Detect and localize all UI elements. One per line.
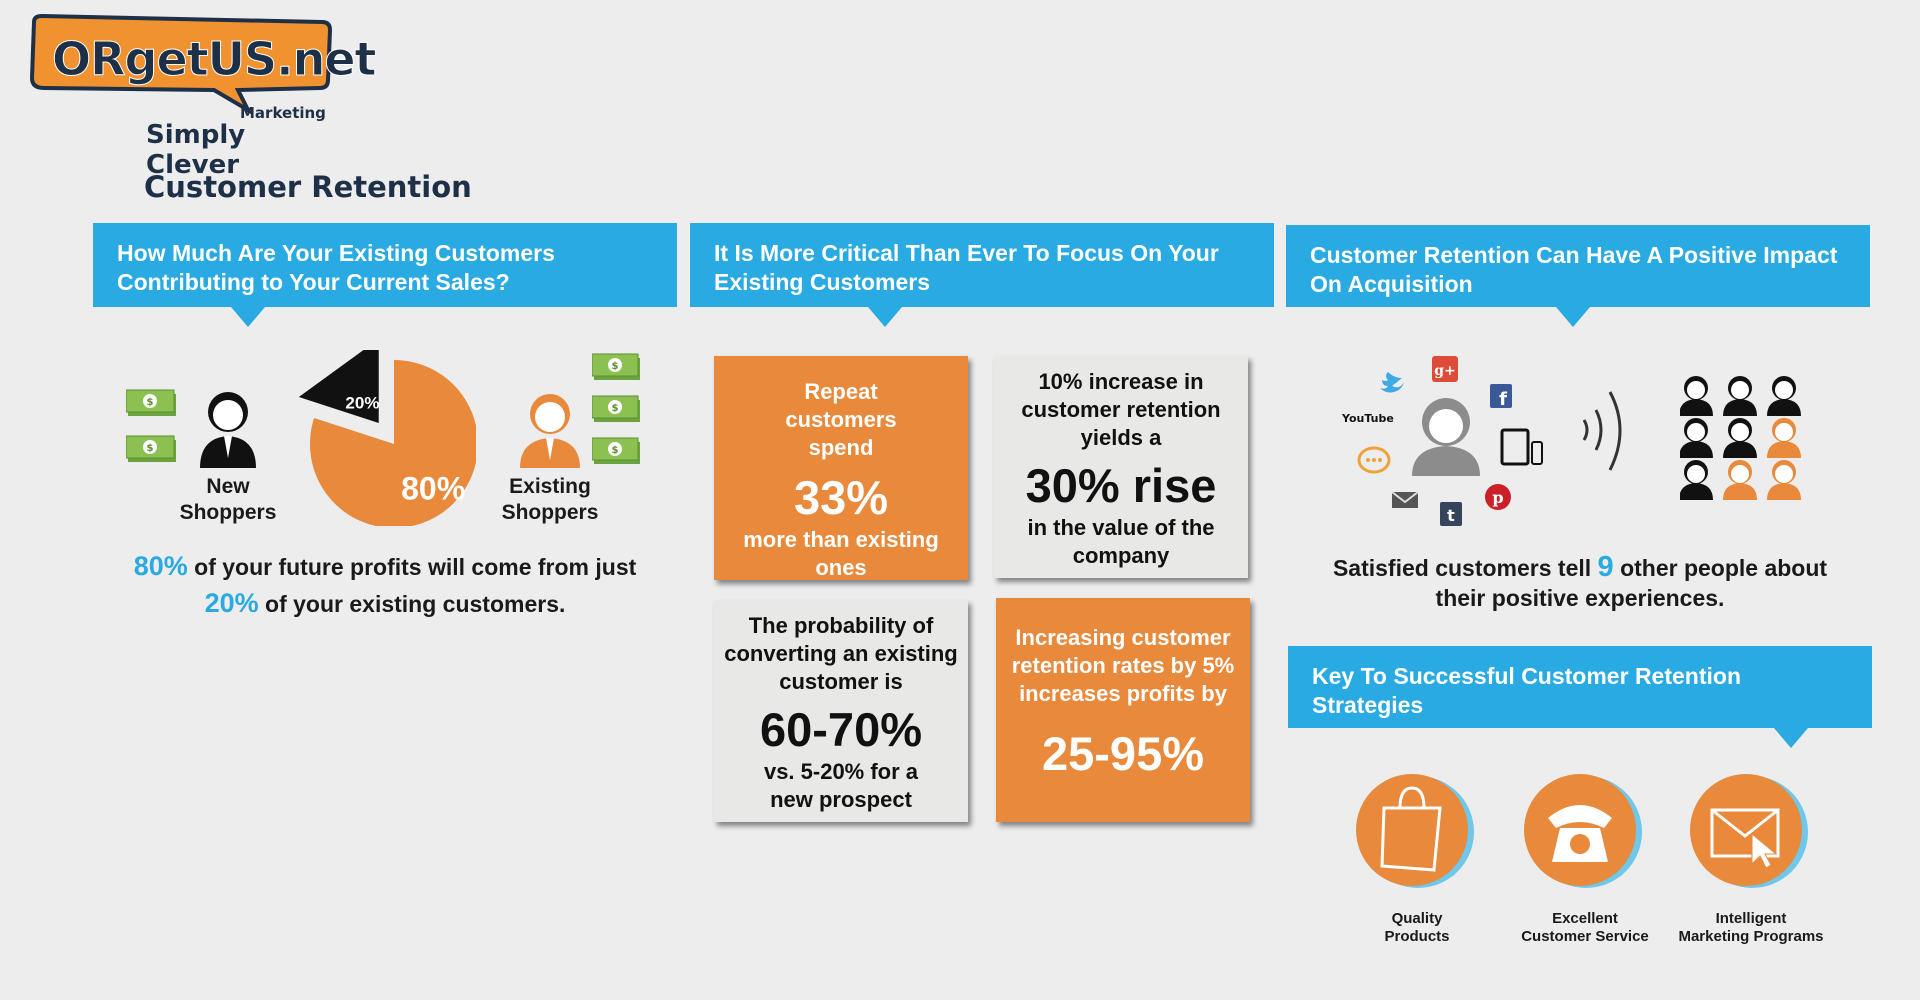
page-title: Customer Retention — [144, 170, 472, 204]
section-header-existing-customers: How Much Are Your Existing Customers Con… — [93, 223, 677, 327]
crowd-person-icon — [1680, 418, 1713, 458]
stat-box-retention-value-number: 30% rise — [1025, 459, 1217, 512]
section-header-key-strategies: Key To Successful Customer Retention Str… — [1288, 646, 1872, 748]
referral-line2: their positive experiences. — [1435, 585, 1725, 611]
youtube-text: YouTube — [1341, 412, 1394, 425]
stat-box-repeat-bottom: more than existing ones — [743, 527, 939, 580]
existing-shoppers-label: Existing Shoppers — [488, 474, 612, 526]
crowd-person-icon — [1723, 418, 1757, 458]
strategy-marketing-line2: Marketing Programs — [1678, 928, 1824, 945]
strategy-service-line1: Excellent — [1552, 910, 1618, 927]
facebook-icon: f — [1490, 384, 1512, 410]
stat-20-value: 20% — [204, 588, 259, 618]
section-header-acquisition: Customer Retention Can Have A Positive I… — [1286, 225, 1870, 327]
google-plus-icon: g+ — [1432, 356, 1458, 382]
mail-icon — [1391, 491, 1419, 508]
pie-label-0: 20% — [345, 393, 379, 412]
existing-shoppers-line2: Shoppers — [501, 501, 599, 524]
svg-text:$: $ — [147, 443, 154, 454]
crowd-person-icon — [1680, 460, 1713, 500]
stat-80-value: 80% — [133, 551, 188, 581]
money-stack-icon: $ $ — [126, 389, 176, 462]
customer-crowd-icon — [1680, 376, 1801, 500]
stat-box-conversion: The probability of converting an existin… — [714, 600, 968, 822]
pinterest-icon: p — [1485, 484, 1511, 510]
new-shoppers-line2: Shoppers — [179, 501, 277, 524]
referral-statistic: Satisfied customers tell 9 other people … — [1290, 552, 1870, 613]
svg-text:f: f — [1499, 389, 1507, 410]
youtube-icon: YouTube — [1341, 412, 1394, 425]
svg-text:g+: g+ — [1434, 363, 1456, 379]
logo-bubble-icon — [29, 14, 333, 114]
stat-box-retention-bottom: in the value of the company — [1027, 515, 1215, 568]
stat-box-conversion-bottom: vs. 5-20% for a new prospect — [763, 759, 919, 812]
crowd-person-icon — [1723, 460, 1757, 500]
strategy-service-line2: Customer Service — [1521, 928, 1649, 945]
svg-text:$: $ — [612, 361, 619, 372]
twitter-icon — [1380, 372, 1404, 393]
strategy-quality-line1: Quality — [1391, 910, 1443, 927]
broadcast-waves-icon — [1582, 391, 1622, 471]
logo-wordmark: ORgetUS.net — [52, 32, 378, 87]
profit-share-pie-chart: 20% 80% — [298, 350, 476, 526]
crowd-person-icon — [1680, 376, 1713, 416]
svg-text:$: $ — [147, 397, 154, 408]
social-network-cluster: g+ YouTube f t p — [1341, 356, 1543, 526]
strategy-marketing-line1: Intelligent — [1715, 910, 1787, 927]
strategy-caption-service: Excellent Customer Service — [1500, 910, 1670, 946]
brand-logo[interactable]: ORgetUS.net Marketing Simply Clever — [26, 14, 377, 180]
stat-20-text: of your existing customers. — [265, 591, 566, 617]
svg-text:t: t — [1447, 506, 1455, 525]
svg-text:$: $ — [612, 445, 619, 456]
stat-box-conversion-value: 60-70% — [760, 703, 922, 756]
crowd-person-icon — [1767, 418, 1801, 458]
stat-box-profits-value: 25-95% — [1042, 727, 1204, 780]
stat-box-repeat-spend: Repeat customers spend 33% more than exi… — [714, 356, 968, 580]
crowd-person-icon — [1767, 376, 1801, 416]
stat-box-profits-top: Increasing customer retention rates by 5… — [1011, 625, 1235, 706]
logo-tagline: Simply Clever — [146, 120, 246, 180]
existing-shoppers-line1: Existing — [509, 475, 591, 498]
tablet-icon — [1500, 428, 1543, 466]
strategy-quality-line2: Products — [1384, 928, 1450, 945]
referral-suffix: other people about — [1620, 555, 1828, 581]
money-stack-icon-right: $ $ $ — [592, 353, 640, 464]
strategy-caption-quality: Quality Products — [1332, 910, 1502, 946]
new-shopper-person-icon — [200, 392, 256, 468]
stat-box-profits: Increasing customer retention rates by 5… — [996, 598, 1250, 822]
stat-box-retention-value: 10% increase in customer retention yield… — [994, 356, 1248, 578]
referral-prefix: Satisfied customers tell — [1332, 555, 1592, 581]
crowd-person-icon — [1767, 460, 1801, 500]
shopping-bag-icon — [1356, 774, 1474, 888]
new-shoppers-line1: New — [206, 475, 250, 498]
stat-box-retention-top: 10% increase in customer retention yield… — [1021, 369, 1221, 450]
stat-80-text: of your future profits will come from ju… — [194, 554, 637, 580]
pie-label-1: 80% — [401, 470, 465, 506]
pie-slice-0 — [298, 350, 379, 423]
envelope-cursor-icon — [1690, 774, 1808, 888]
tumblr-icon: t — [1440, 502, 1462, 526]
social-person-icon — [1412, 398, 1480, 476]
svg-text:p: p — [1492, 488, 1503, 507]
existing-shopper-person-icon — [520, 394, 580, 468]
pie-slice-1 — [310, 360, 476, 526]
profit-statistic: 80% of your future profits will come fro… — [93, 548, 677, 622]
new-shoppers-label: New Shoppers — [168, 474, 288, 526]
section-header-focus-existing: It Is More Critical Than Ever To Focus O… — [690, 223, 1274, 327]
stat-box-repeat-value: 33% — [793, 471, 889, 524]
crowd-person-icon — [1723, 376, 1757, 416]
svg-text:$: $ — [612, 403, 619, 414]
stat-box-conversion-top: The probability of converting an existin… — [724, 613, 958, 694]
stat-box-repeat-top: Repeat customers spend — [785, 379, 897, 460]
telephone-icon — [1524, 774, 1642, 888]
strategy-caption-marketing: Intelligent Marketing Programs — [1666, 910, 1836, 946]
logo-tagline-small: Marketing — [240, 104, 326, 122]
referral-number: 9 — [1597, 551, 1614, 583]
chat-icon — [1357, 446, 1391, 474]
